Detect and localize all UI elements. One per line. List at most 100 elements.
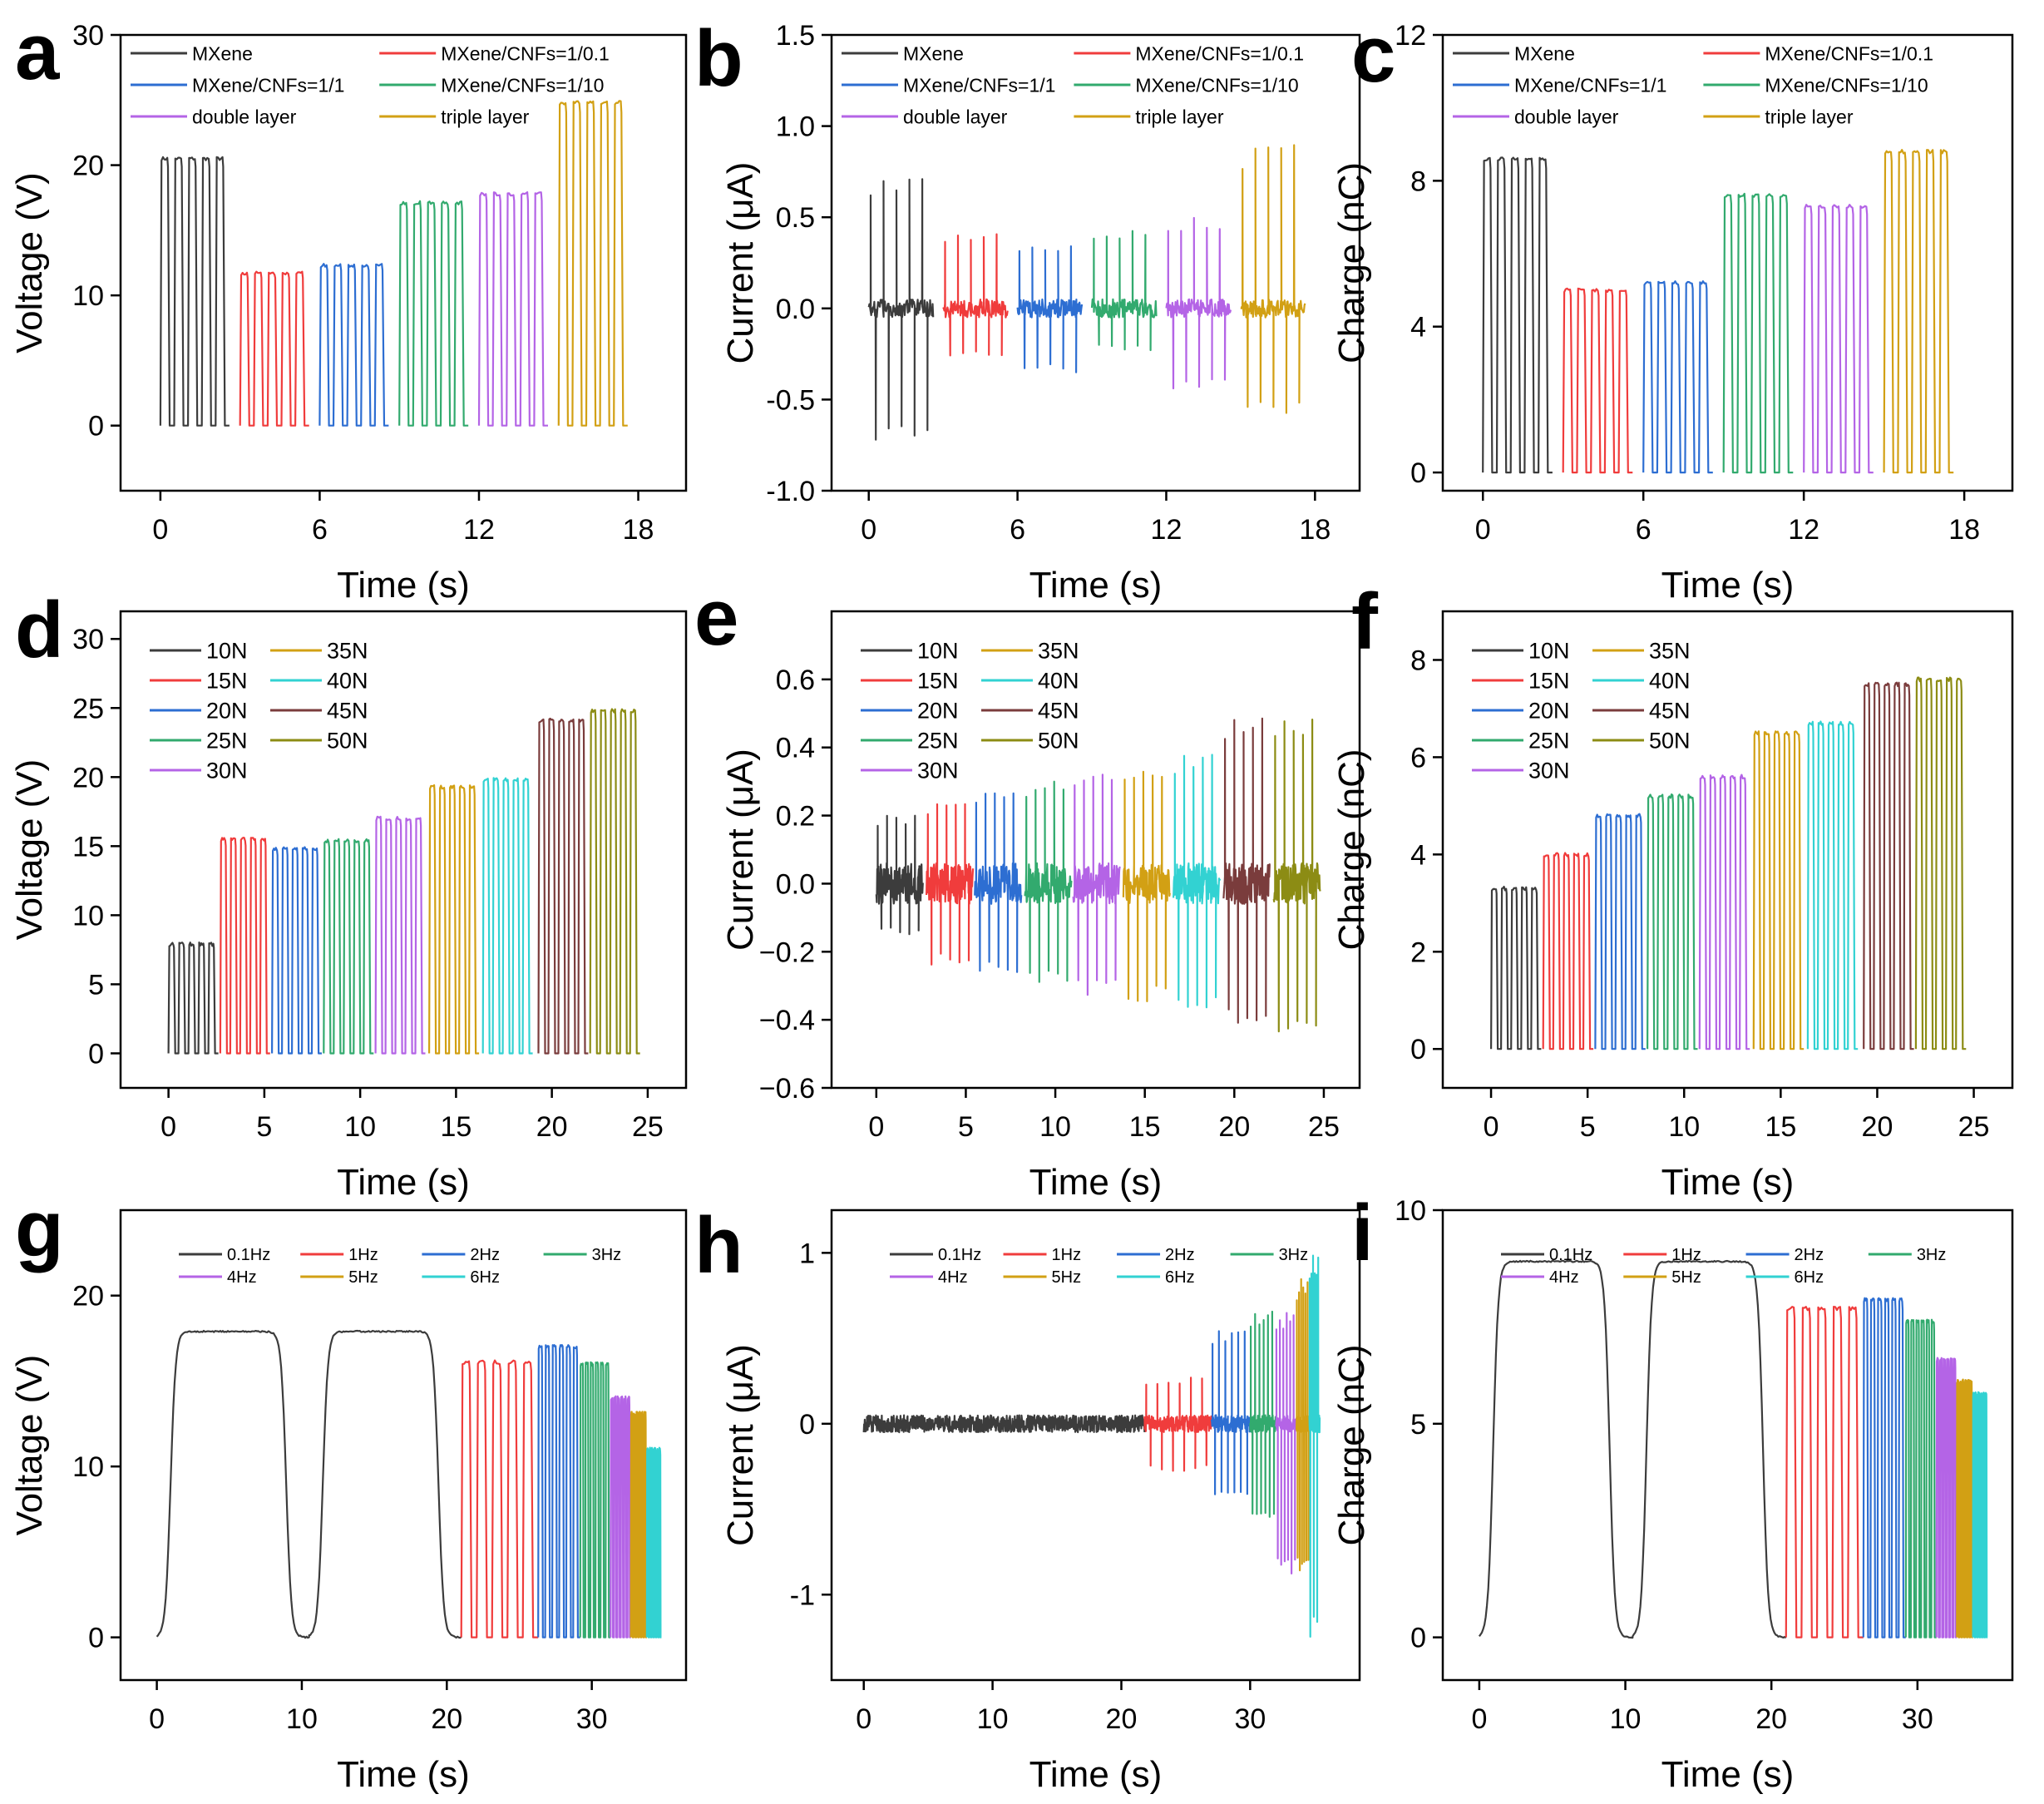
legend-item: 20N [861, 699, 959, 724]
legend-item: 35N [1592, 639, 1691, 664]
legend-label: 5Hz [348, 1268, 378, 1287]
series-line-35n [428, 784, 480, 1055]
legend-item: 25N [150, 729, 248, 754]
x-tick-label: 15 [1129, 1111, 1161, 1143]
series-line-4hz [1935, 1357, 1958, 1638]
legend-label: 1Hz [1671, 1246, 1701, 1264]
legend-item: 2Hz [422, 1246, 500, 1264]
series-line-mxene [867, 178, 935, 441]
legend-item: 15N [150, 669, 248, 694]
series-line-6hz [1972, 1391, 1988, 1638]
series-line-mxene-cnfs-1-10 [1722, 192, 1794, 474]
series-line-4hz [1275, 1312, 1298, 1574]
x-tick-label: 25 [1308, 1111, 1340, 1143]
legend: MXene MXene/CNFs=1/0.1 MXene/CNFs=1/1 MXene… [1453, 42, 1933, 127]
x-tick-label: 30 [576, 1703, 608, 1735]
y-tick-label: 2 [1410, 937, 1426, 968]
legend-item: 10N [150, 639, 248, 664]
x-tick-label: 20 [431, 1703, 462, 1735]
series-line-2hz [1210, 1330, 1252, 1495]
series-line-mxene-cnfs-1-1 [318, 263, 389, 427]
legend-label: 5Hz [1052, 1268, 1082, 1287]
y-tick-label: 0 [88, 411, 104, 442]
x-tick-label: 25 [1958, 1111, 1990, 1143]
legend: 10N 35N 15N 40N 20N 45N 25N 50N 30N [1472, 639, 1691, 783]
y-axis-label: Charge (nC) [1331, 1344, 1372, 1545]
series-line-triple-layer [1883, 149, 1954, 474]
legend-item: 20N [1472, 699, 1570, 724]
legend-item: triple layer [1703, 106, 1854, 127]
plot-frame [830, 33, 1361, 492]
series-line-mxene [159, 156, 230, 427]
legend-item: 40N [981, 669, 1079, 694]
x-tick-label: 10 [1610, 1703, 1642, 1735]
y-tick-label: −0.4 [759, 1005, 815, 1036]
x-axis-label: Time (s) [1029, 565, 1163, 605]
legend-label: 25N [1528, 729, 1570, 754]
plot-frame [119, 1208, 688, 1682]
legend-item: MXene [1453, 42, 1575, 64]
legend-item: 40N [1592, 669, 1691, 694]
x-axis-label: Time (s) [1661, 565, 1795, 605]
legend-label: 45N [327, 699, 368, 724]
legend-item: triple layer [1074, 106, 1224, 127]
legend-item: 1Hz [1003, 1246, 1081, 1264]
x-axis-label: Time (s) [337, 1162, 470, 1203]
y-tick-label: 5 [1410, 1409, 1426, 1441]
x-tick-label: 0 [868, 1111, 884, 1143]
legend-item: 50N [981, 729, 1079, 754]
legend-label: 30N [1528, 759, 1570, 783]
y-axis-label: Voltage (V) [9, 759, 50, 941]
legend: MXene MXene/CNFs=1/0.1 MXene/CNFs=1/1 MXene… [131, 42, 610, 127]
legend-item: 3Hz [543, 1246, 621, 1264]
y-axis-label: Voltage (V) [9, 172, 50, 353]
series-line-20n [1594, 813, 1646, 1050]
series-line-45n [1222, 717, 1271, 1024]
series-line-3hz [1904, 1318, 1937, 1638]
legend-label: 20N [206, 699, 248, 724]
x-tick-label: 10 [286, 1703, 318, 1735]
legend-item: 1Hz [1623, 1246, 1701, 1264]
y-tick-label: 6 [1410, 742, 1426, 773]
y-tick-label: 0.4 [776, 733, 815, 764]
y-tick-label: 4 [1410, 839, 1426, 871]
series-line-25n [1024, 780, 1073, 983]
series-line-6hz [645, 1446, 662, 1638]
series-line-0-1hz [1478, 1259, 1787, 1639]
legend-label: 35N [1649, 639, 1691, 664]
legend-label: 25N [917, 729, 959, 754]
legend-item: MXene/CNFs=1/0.1 [1074, 42, 1304, 64]
y-tick-label: -0.5 [766, 384, 815, 416]
legend-label: MXene/CNFs=1/1 [1514, 74, 1666, 96]
x-tick-label: 5 [958, 1111, 974, 1143]
legend-label: 20N [1528, 699, 1570, 724]
series-line-15n [1542, 852, 1594, 1050]
legend-item: 3Hz [1230, 1246, 1309, 1264]
legend-label: MXene/CNFs=1/0.1 [441, 42, 610, 64]
series-line-mxene-cnfs-1-1 [1642, 280, 1713, 474]
legend-item: 10N [861, 639, 959, 664]
legend-label: 45N [1649, 699, 1691, 724]
series-line-20n [271, 846, 322, 1055]
series-line-10n [875, 814, 924, 936]
legend-label: 3Hz [1279, 1246, 1309, 1264]
y-tick-label: 0 [799, 1409, 815, 1441]
y-tick-label: 0 [88, 1623, 104, 1654]
legend-item: 50N [270, 729, 368, 754]
legend-item: 6Hz [422, 1268, 500, 1287]
series-line-50n [1272, 719, 1321, 1033]
series-line-5hz [629, 1411, 647, 1638]
legend-label: 4Hz [227, 1268, 257, 1287]
legend-label: 0.1Hz [227, 1246, 270, 1264]
legend-item: 30N [1472, 759, 1570, 783]
panel-letter: a [15, 7, 60, 96]
x-tick-label: 0 [160, 1111, 176, 1143]
legend-label: MXene/CNFs=1/10 [1135, 74, 1298, 96]
legend-item: 25N [861, 729, 959, 754]
x-tick-label: 6 [1636, 514, 1651, 546]
legend-item: MXene/CNFs=1/0.1 [1703, 42, 1933, 64]
legend-item: MXene/CNFs=1/1 [131, 74, 344, 96]
panel-letter: c [1351, 10, 1395, 99]
legend-item: MXene [842, 42, 964, 64]
legend-label: 4Hz [938, 1268, 968, 1287]
